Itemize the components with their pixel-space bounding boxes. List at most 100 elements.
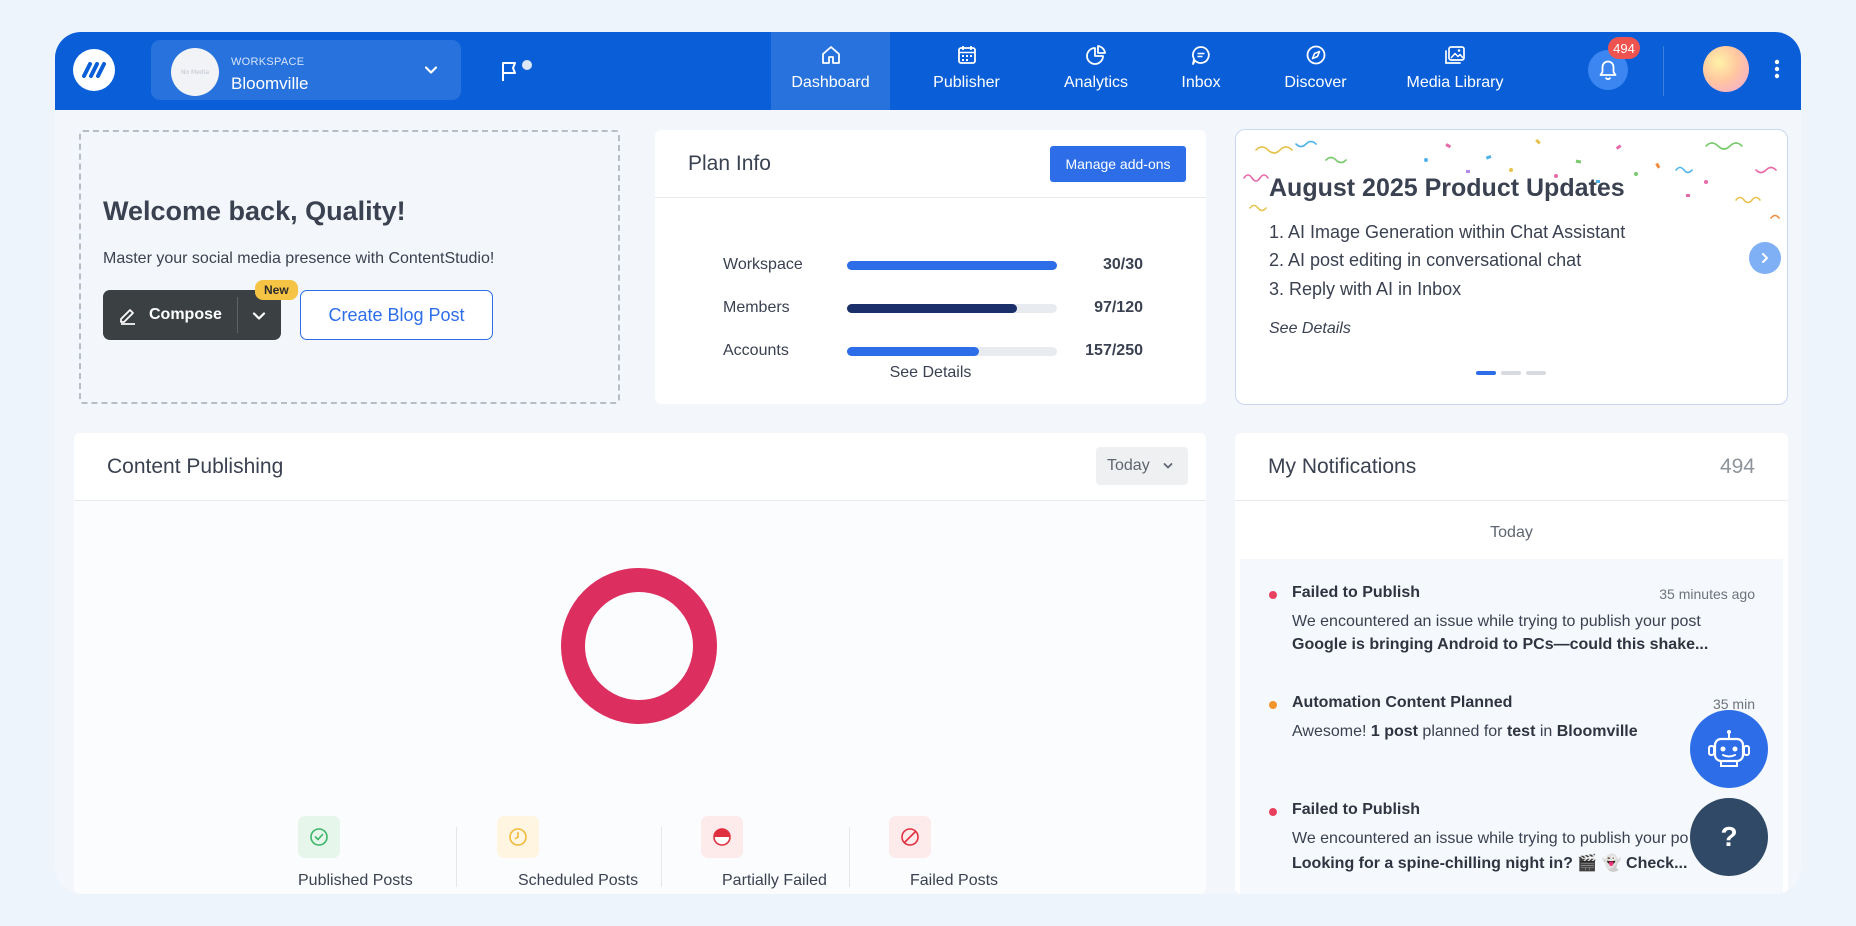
update-item: 1. AI Image Generation within Chat Assis… [1269,222,1626,242]
notifications-title: My Notifications [1268,455,1417,478]
publishing-donut-chart [561,568,717,724]
usage-bar [847,261,1057,270]
robot-icon [1708,730,1750,767]
chat-icon [1190,42,1212,68]
nav-discover[interactable]: Discover [1253,32,1378,110]
notification-item[interactable]: Failed to Publish 2 We encountered an is… [1240,776,1783,876]
notification-item[interactable]: Automation Content Planned 35 min Awesom… [1240,669,1783,769]
stat-label: Partially Failed [722,872,827,889]
more-options-icon[interactable] [1773,58,1781,80]
notification-title: Automation Content Planned [1292,694,1513,711]
compose-separator [237,297,238,333]
workspace-caption: WORKSPACE [231,56,305,68]
notification-body: We encountered an issue while trying to … [1292,613,1701,630]
new-badge: New [255,280,298,300]
usage-bar [847,304,1057,313]
update-item: 3. Reply with AI in Inbox [1269,279,1462,299]
carousel-dot-active[interactable] [1476,371,1496,375]
notification-time: 35 min [1712,696,1755,712]
stat-scheduled[interactable]: Scheduled Posts [497,816,638,889]
pencil-icon [120,309,135,325]
workspace-name: Bloomville [231,74,309,93]
body-text: planned for [1417,723,1507,740]
ai-assistant-button[interactable] [1690,710,1768,788]
notification-body: We encountered an issue while trying to … [1292,830,1689,847]
status-dot [1269,591,1277,599]
status-dot [1269,701,1277,709]
manage-addons-button[interactable]: Manage add-ons [1050,146,1186,182]
half-circle-icon [701,816,743,858]
plan-row-label: Accounts [723,342,789,359]
create-blog-post-button[interactable]: Create Blog Post [300,290,493,340]
plan-row-workspace: Workspace 30/30 [723,254,1143,276]
nav-publisher[interactable]: Publisher [890,32,1043,110]
notification-title: Failed to Publish [1292,801,1421,818]
plan-see-details-link[interactable]: See Details [889,364,972,381]
updates-see-details-link[interactable]: See Details [1269,320,1351,337]
flag-icon[interactable] [500,60,536,82]
body-bold: test [1506,723,1536,740]
product-updates-card: August 2025 Product Updates 1. AI Image … [1235,129,1788,405]
carousel-dot[interactable] [1501,371,1521,375]
chevron-down-icon[interactable] [251,308,267,324]
nav-media-library[interactable]: Media Library [1378,32,1532,110]
notification-body: Awesome! 1 post planned for test in Bloo… [1292,723,1638,741]
stat-divider [849,827,850,887]
welcome-panel: Welcome back, Quality! Master your socia… [79,130,620,404]
nav-label: Analytics [1063,74,1129,91]
stat-divider [661,827,662,887]
body-bold: Bloomville [1556,723,1638,740]
plan-row-members: Members 97/120 [723,297,1143,319]
notifications-header: My Notifications 494 [1235,433,1788,501]
plan-row-label: Workspace [723,256,803,273]
contentstudio-logo[interactable] [73,49,115,91]
compose-button[interactable]: Compose [103,290,281,340]
usage-bar-fill [847,261,1057,270]
status-dot [1269,808,1277,816]
date-range-select[interactable]: Today [1096,447,1188,485]
chevron-right-icon [1762,253,1768,263]
calendar-icon [956,42,978,68]
plan-row-value: 30/30 [1102,256,1143,273]
content-publishing-header: Content Publishing Today [74,433,1206,501]
carousel-next-button[interactable] [1749,242,1781,274]
carousel-dot[interactable] [1526,371,1546,375]
notifications-day-label: Today [1490,524,1533,541]
stat-divider [456,827,457,887]
nav-analytics[interactable]: Analytics [1043,32,1149,110]
pie-chart-icon [1085,42,1107,68]
nav-label: Inbox [1181,74,1221,91]
clock-icon [497,816,539,858]
update-item: 2. AI post editing in conversational cha… [1269,250,1582,270]
notification-title: Failed to Publish [1292,584,1421,601]
main-nav: Dashboard Publisher Analytics Inbox [771,32,1532,110]
user-avatar[interactable] [1703,46,1749,92]
stat-published[interactable]: Published Posts [298,816,413,889]
nav-inbox[interactable]: Inbox [1149,32,1253,110]
body-bold: 1 post [1370,723,1418,740]
stat-partially-failed[interactable]: Partially Failed [701,816,827,889]
notification-detail: Google is bringing Android to PCs—could … [1292,636,1709,653]
home-icon [820,42,842,68]
notification-item[interactable]: Failed to Publish 35 minutes ago We enco… [1240,559,1783,659]
welcome-heading: Welcome back, Quality! [103,196,406,226]
usage-bar [847,347,1057,356]
plan-row-value: 157/250 [1085,342,1143,359]
welcome-subtitle: Master your social media presence with C… [103,250,495,267]
bell-icon [1599,60,1617,80]
help-button[interactable]: ? [1690,798,1768,876]
notification-time: 35 minutes ago [1659,586,1755,602]
stat-failed[interactable]: Failed Posts [889,816,998,889]
content-publishing-card: Content Publishing Today Published Posts… [74,433,1206,894]
carousel-indicators [1476,371,1546,375]
nav-label: Discover [1284,74,1347,91]
workspace-avatar: No Media [171,48,219,96]
notifications-count: 494 [1719,455,1755,478]
chevron-down-icon [1163,463,1173,469]
notification-count-badge: 494 [1608,37,1640,59]
workspace-switcher[interactable]: No Media WORKSPACE Bloomville [151,40,461,100]
nav-dashboard[interactable]: Dashboard [771,32,890,110]
chevron-down-icon [424,66,438,74]
notification-detail: Looking for a spine-chilling night in? 🎬… [1292,855,1688,872]
topbar-divider [1663,46,1664,96]
